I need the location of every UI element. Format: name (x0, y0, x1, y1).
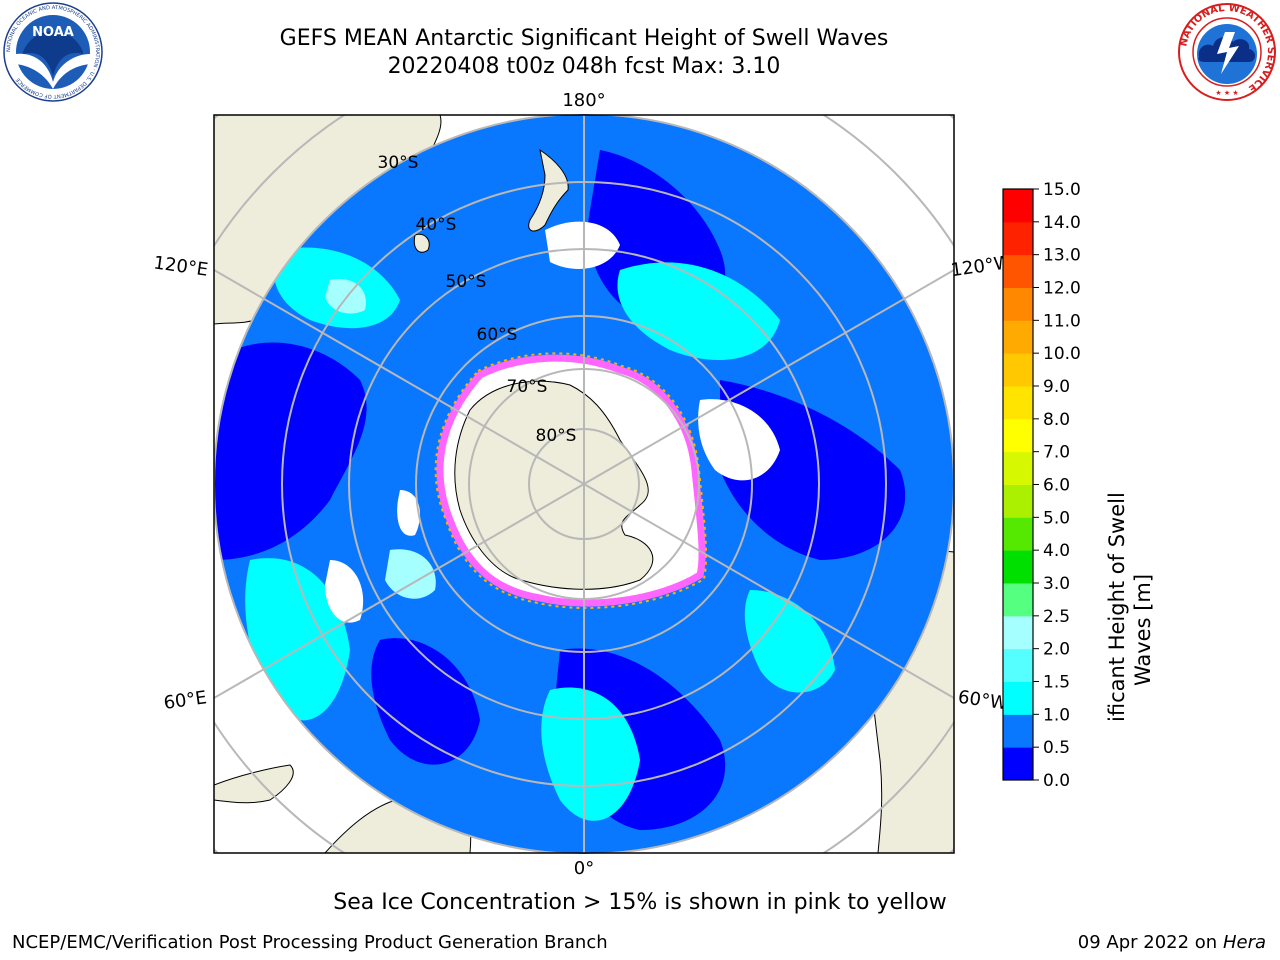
footer-date-text: 09 Apr 2022 on (1077, 932, 1223, 953)
colorbar-cell (1003, 386, 1033, 420)
colorbar-tick-label: 14.0 (1043, 213, 1081, 233)
lon-label-120e: 120°E (152, 252, 209, 280)
lightning-icon (1217, 32, 1239, 74)
colorbar-cell (1003, 714, 1033, 748)
lat-label-60s: 60°S (477, 325, 518, 345)
colorbar-tick-label: 1.5 (1043, 673, 1070, 693)
colorbar-cell (1003, 517, 1033, 551)
colorbar-tick-label: 7.0 (1043, 443, 1070, 463)
lat-label-30s: 30°S (378, 153, 419, 173)
colorbar-tick-label: 2.5 (1043, 607, 1070, 627)
colorbar-cell (1003, 418, 1033, 453)
lat-label-70s: 70°S (507, 377, 548, 397)
colorbar-tick-label: 4.0 (1043, 541, 1070, 561)
noaa-logo-text: NOAA (32, 25, 74, 40)
chart-title: GEFS MEAN Antarctic Significant Height o… (279, 26, 889, 51)
colorbar-cell (1003, 353, 1033, 387)
lon-label-0: 0° (574, 858, 594, 879)
noaa-logo: NOAA NATIONAL OCEANIC AND ATMOSPHERIC AD… (3, 2, 103, 102)
colorbar-cell (1003, 484, 1033, 518)
colorbar-tick-label: 13.0 (1043, 246, 1081, 266)
sea-ice-note: Sea Ice Concentration > 15% is shown in … (333, 890, 947, 915)
lat-label-80s: 80°S (536, 426, 577, 446)
svg-text:★ ★ ★: ★ ★ ★ (1215, 89, 1238, 97)
colorbar-tick-label: 15.0 (1043, 180, 1081, 200)
colorbar-tick-label: 6.0 (1043, 476, 1070, 496)
colorbar-cell (1003, 451, 1033, 485)
colorbar-tick-label: 1.0 (1043, 705, 1070, 725)
colorbar-cell (1003, 550, 1033, 584)
lat-label-50s: 50°S (446, 272, 487, 292)
colorbar-cell (1003, 648, 1033, 682)
colorbar-tick-label: 11.0 (1043, 311, 1081, 331)
colorbar-cell (1003, 320, 1033, 354)
svg-text:Significant Height of SwellWav: Significant Height of SwellWaves [m] (1105, 492, 1155, 720)
colorbar-label: Significant Height of SwellWaves [m] (1105, 492, 1155, 720)
colorbar-tick-label: 12.0 (1043, 279, 1081, 299)
colorbar-tick-label: 0.0 (1043, 771, 1070, 790)
footer-credit: NCEP/EMC/Verification Post Processing Pr… (12, 932, 608, 953)
colorbar-tick-label: 2.0 (1043, 640, 1070, 660)
graticule (214, 115, 954, 853)
lon-label-60e: 60°E (162, 687, 208, 714)
chart-subtitle: 20220408 t00z 048h fcst Max: 3.10 (387, 54, 781, 79)
new-zealand-landmass (528, 148, 569, 232)
footer-date: 09 Apr 2022 on Hera (1078, 932, 1266, 953)
nws-logo: NATIONAL WEATHER SERVICE ★ ★ ★ (1178, 3, 1276, 101)
colorbar-tick-label: 10.0 (1043, 344, 1081, 364)
colorbar-tick-label: 0.5 (1043, 738, 1070, 758)
colorbar-tick-label: 3.0 (1043, 574, 1070, 594)
colorbar-cell (1003, 747, 1033, 781)
colorbar-cell (1003, 254, 1033, 288)
colorbar-cell (1003, 681, 1033, 715)
colorbar: 0.0 0.5 1.0 1.5 2.0 2.5 3.0 4.0 5.0 6.0 7.0 8.0 9.0 1… (1002, 180, 1081, 790)
footer-host: Hera (1222, 932, 1266, 953)
lon-label-180: 180° (562, 90, 605, 111)
colorbar-cell (1003, 189, 1033, 223)
colorbar-tick-label: 5.0 (1043, 508, 1070, 528)
colorbar-cell (1003, 583, 1033, 617)
lat-label-40s: 40°S (416, 215, 457, 235)
tasmania-landmass (413, 233, 430, 253)
colorbar-cell (1003, 287, 1033, 321)
map-frame (213, 114, 955, 854)
colorbar-tick-label: 8.0 (1043, 410, 1070, 430)
noaa-gull-icon (16, 53, 90, 89)
colorbar-tick-label: 9.0 (1043, 377, 1070, 397)
colorbar-cell (1003, 221, 1033, 256)
colorbar-cell (1003, 615, 1033, 650)
